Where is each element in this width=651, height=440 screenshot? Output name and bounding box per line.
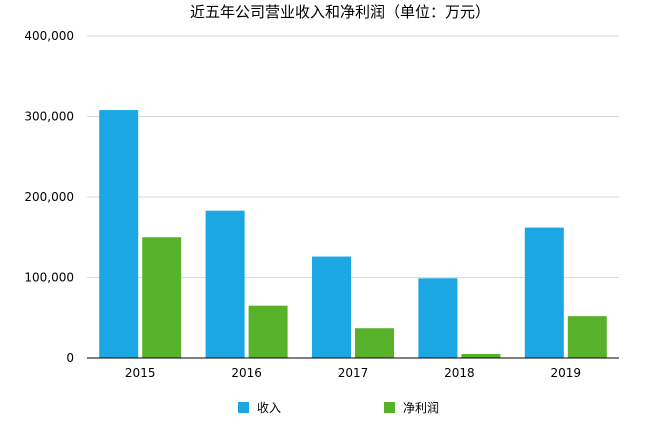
y-axis-ticks: 0 100,000 200,000 300,000 400,000 <box>24 29 74 365</box>
bar-净利润-2017 <box>355 328 394 358</box>
x-tick-label: 2015 <box>125 366 156 380</box>
bar-净利润-2015 <box>142 237 182 358</box>
bar-净利润-2019 <box>567 316 607 358</box>
x-tick-label: 2016 <box>231 366 262 380</box>
legend-label: 净利润 <box>403 401 439 415</box>
bar-收入-2018 <box>418 278 458 358</box>
chart-title: 近五年公司营业收入和净利润（单位：万元） <box>190 3 490 21</box>
bar-净利润-2018 <box>461 353 501 358</box>
bar-收入-2016 <box>205 210 245 358</box>
bar-收入-2017 <box>312 256 351 358</box>
bar-净利润-2016 <box>248 305 288 358</box>
bars <box>99 110 607 358</box>
x-axis-ticks: 2015 2016 2017 2018 2019 <box>125 366 581 380</box>
y-tick-label: 200,000 <box>24 190 74 204</box>
x-tick-label: 2019 <box>551 366 582 380</box>
y-tick-label: 0 <box>66 351 74 365</box>
legend-swatch-收入 <box>238 402 249 413</box>
x-tick-label: 2017 <box>338 366 369 380</box>
bar-收入-2019 <box>524 227 564 358</box>
legend: 收入 净利润 <box>238 401 439 415</box>
bar-收入-2015 <box>99 110 139 358</box>
legend-swatch-净利润 <box>384 402 395 413</box>
legend-label: 收入 <box>257 401 281 415</box>
y-tick-label: 300,000 <box>24 110 74 124</box>
y-tick-label: 400,000 <box>24 29 74 43</box>
x-tick-label: 2018 <box>444 366 475 380</box>
y-tick-label: 100,000 <box>24 271 74 285</box>
